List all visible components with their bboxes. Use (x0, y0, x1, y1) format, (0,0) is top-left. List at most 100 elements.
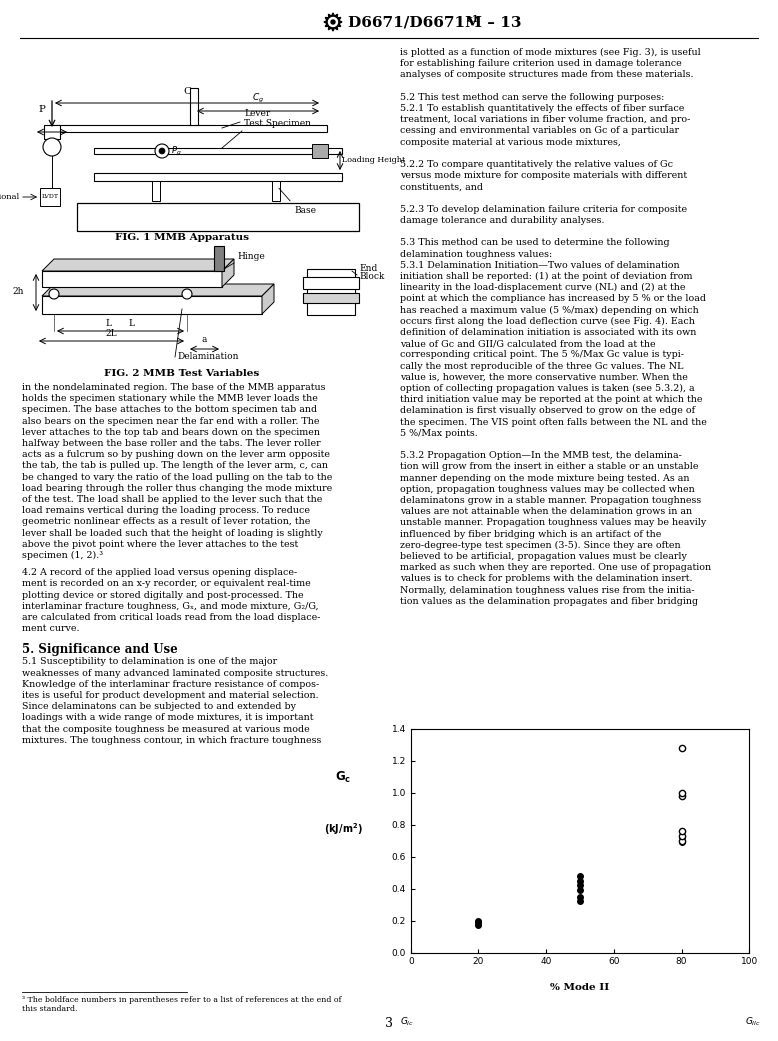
Text: LVDT: LVDT (41, 195, 58, 200)
Text: Normally, delamination toughness values rise from the initia-: Normally, delamination toughness values … (400, 586, 695, 594)
Text: Optional: Optional (0, 193, 20, 201)
Text: lever shall be loaded such that the height of loading is slightly: lever shall be loaded such that the heig… (22, 529, 323, 537)
Text: geometric nonlinear effects as a result of lever rotation, the: geometric nonlinear effects as a result … (22, 517, 310, 527)
Text: option, propagation toughness values may be collected when: option, propagation toughness values may… (400, 485, 695, 493)
Text: delamination is first visually observed to grow on the edge of: delamination is first visually observed … (400, 406, 695, 415)
Text: mixtures. The toughness contour, in which fracture toughness: mixtures. The toughness contour, in whic… (22, 736, 321, 744)
X-axis label: % Mode II: % Mode II (550, 983, 610, 992)
Text: 5. Significance and Use: 5. Significance and Use (22, 643, 177, 657)
Text: values are not attainable when the delamination grows in an: values are not attainable when the delam… (400, 507, 692, 516)
Bar (307, 269, 355, 315)
Text: 5.3.2 Propagation Option—In the MMB test, the delamina-: 5.3.2 Propagation Option—In the MMB test… (400, 451, 682, 460)
Text: $G_{Ic}$: $G_{Ic}$ (400, 1015, 415, 1027)
Bar (52, 125, 327, 132)
Text: $C_g$: $C_g$ (252, 92, 264, 105)
Text: are calculated from critical loads read from the load displace-: are calculated from critical loads read … (22, 613, 321, 623)
Bar (303, 277, 359, 289)
Text: load remains vertical during the loading process. To reduce: load remains vertical during the loading… (22, 506, 310, 515)
Polygon shape (262, 284, 274, 314)
Text: also bears on the specimen near the far end with a roller. The: also bears on the specimen near the far … (22, 416, 320, 426)
Text: the specimen. The VIS point often falls between the NL and the: the specimen. The VIS point often falls … (400, 417, 707, 427)
Text: D6671/D6671M – 13: D6671/D6671M – 13 (348, 15, 521, 29)
Text: Block: Block (359, 272, 384, 281)
Text: ment is recorded on an x-y recorder, or equivalent real-time: ment is recorded on an x-y recorder, or … (22, 580, 310, 588)
Text: 5.3 This method can be used to determine the following: 5.3 This method can be used to determine… (400, 238, 670, 248)
Text: $\mathbf{G_c}$: $\mathbf{G_c}$ (335, 770, 351, 786)
Text: Loading Height: Loading Height (342, 156, 405, 164)
Bar (94, 173, 342, 181)
Text: 3: 3 (385, 1017, 393, 1030)
Text: treatment, local variations in fiber volume fraction, and pro-: treatment, local variations in fiber vol… (400, 116, 690, 124)
Text: influenced by fiber bridging which is an artifact of the: influenced by fiber bridging which is an… (400, 530, 661, 538)
Text: linearity in the load-displacement curve (NL) and (2) at the: linearity in the load-displacement curve… (400, 283, 685, 293)
Text: third initiation value may be reported at the point at which the: third initiation value may be reported a… (400, 396, 703, 404)
Text: L: L (105, 319, 111, 328)
Text: above the pivot point where the lever attaches to the test: above the pivot point where the lever at… (22, 540, 298, 549)
Text: Lever: Lever (244, 109, 270, 118)
Text: Base: Base (294, 206, 316, 215)
Text: option of collecting propagation values is taken (see 5.3.2), a: option of collecting propagation values … (400, 384, 695, 393)
Text: values is to check for problems with the delamination insert.: values is to check for problems with the… (400, 575, 692, 583)
Text: that the composite toughness be measured at various mode: that the composite toughness be measured… (22, 725, 310, 734)
Text: of the test. The load shall be applied to the lever such that the: of the test. The load shall be applied t… (22, 496, 322, 504)
Text: definition of delamination initiation is associated with its own: definition of delamination initiation is… (400, 328, 696, 337)
Text: P: P (38, 105, 45, 115)
Text: 5 %/Max points.: 5 %/Max points. (400, 429, 478, 438)
Text: weaknesses of many advanced laminated composite structures.: weaknesses of many advanced laminated co… (22, 668, 328, 678)
Text: believed to be artificial, propagation values must be clearly: believed to be artificial, propagation v… (400, 552, 687, 561)
Circle shape (328, 18, 338, 26)
Text: C: C (183, 87, 191, 96)
Text: composite material at various mode mixtures,: composite material at various mode mixtu… (400, 137, 621, 147)
Text: FIG. 2 MMB Test Variables: FIG. 2 MMB Test Variables (104, 369, 260, 378)
Text: $\mathbf{(kJ/m^2)}$: $\mathbf{(kJ/m^2)}$ (324, 821, 363, 837)
Text: Test Specimen: Test Specimen (244, 119, 311, 128)
Text: analyses of composite structures made from these materials.: analyses of composite structures made fr… (400, 71, 693, 79)
Circle shape (182, 289, 192, 299)
Text: 5.2.2 To compare quantitatively the relative values of Gc: 5.2.2 To compare quantitatively the rela… (400, 160, 673, 169)
Bar (94, 148, 342, 154)
Text: Knowledge of the interlaminar fracture resistance of compos-: Knowledge of the interlaminar fracture r… (22, 680, 319, 689)
Text: plotting device or stored digitally and post-processed. The: plotting device or stored digitally and … (22, 590, 303, 600)
Text: End: End (359, 264, 377, 273)
Text: zero-degree-type test specimen (3-5). Since they are often: zero-degree-type test specimen (3-5). Si… (400, 541, 681, 550)
Text: FIG. 1 MMB Apparatus: FIG. 1 MMB Apparatus (115, 233, 249, 242)
Polygon shape (222, 259, 234, 287)
Text: 2h: 2h (12, 287, 24, 297)
Text: unstable manner. Propagation toughness values may be heavily: unstable manner. Propagation toughness v… (400, 518, 706, 528)
Text: delamination toughness values:: delamination toughness values: (400, 250, 552, 258)
Circle shape (331, 20, 335, 24)
Text: tion values as the delamination propagates and fiber bridging: tion values as the delamination propagat… (400, 596, 698, 606)
Text: point at which the compliance has increased by 5 % or the load: point at which the compliance has increa… (400, 295, 706, 303)
Bar (190, 88, 198, 125)
Text: be changed to vary the ratio of the load pulling on the tab to the: be changed to vary the ratio of the load… (22, 473, 332, 482)
Text: tion will grow from the insert in either a stable or an unstable: tion will grow from the insert in either… (400, 462, 699, 472)
Text: ites is useful for product development and material selection.: ites is useful for product development a… (22, 691, 319, 700)
Circle shape (155, 144, 169, 158)
Text: 5.1 Susceptibility to delamination is one of the major: 5.1 Susceptibility to delamination is on… (22, 658, 277, 666)
Text: is plotted as a function of mode mixtures (see Fig. 3), is useful: is plotted as a function of mode mixture… (400, 48, 701, 57)
Text: ment curve.: ment curve. (22, 625, 79, 633)
Text: specimen. The base attaches to the bottom specimen tab and: specimen. The base attaches to the botto… (22, 405, 317, 414)
Text: 5.3.1 Delamination Initiation—Two values of delamination: 5.3.1 Delamination Initiation—Two values… (400, 261, 680, 270)
Text: Since delaminatons can be subjected to and extended by: Since delaminatons can be subjected to a… (22, 703, 296, 711)
Text: versus mode mixture for composite materials with different: versus mode mixture for composite materi… (400, 171, 687, 180)
Bar (272, 181, 280, 201)
Text: $G_{IIc}$: $G_{IIc}$ (745, 1015, 761, 1027)
Text: 5.2.1 To establish quantitatively the effects of fiber surface: 5.2.1 To establish quantitatively the ef… (400, 104, 685, 113)
Polygon shape (42, 259, 234, 271)
Circle shape (49, 289, 59, 299)
Text: specimen (1, 2).³: specimen (1, 2).³ (22, 551, 103, 560)
Text: 5.2.3 To develop delamination failure criteria for composite: 5.2.3 To develop delamination failure cr… (400, 205, 687, 213)
Text: initiation shall be reported: (1) at the point of deviation from: initiation shall be reported: (1) at the… (400, 272, 692, 281)
Text: acts as a fulcrum so by pushing down on the lever arm opposite: acts as a fulcrum so by pushing down on … (22, 450, 330, 459)
Text: L: L (128, 319, 134, 328)
Text: cessing and environmental variables on Gc of a particular: cessing and environmental variables on G… (400, 126, 679, 135)
Text: Delamination: Delamination (177, 352, 239, 361)
Bar (312, 144, 328, 158)
Text: for establishing failure criterion used in damage tolerance: for establishing failure criterion used … (400, 59, 682, 69)
Bar (77, 203, 359, 231)
Text: delaminatons grow in a stable manner. Propagation toughness: delaminatons grow in a stable manner. Pr… (400, 496, 701, 505)
Bar (303, 293, 359, 303)
Text: damage tolerance and durability analyses.: damage tolerance and durability analyses… (400, 215, 605, 225)
Circle shape (43, 138, 61, 156)
